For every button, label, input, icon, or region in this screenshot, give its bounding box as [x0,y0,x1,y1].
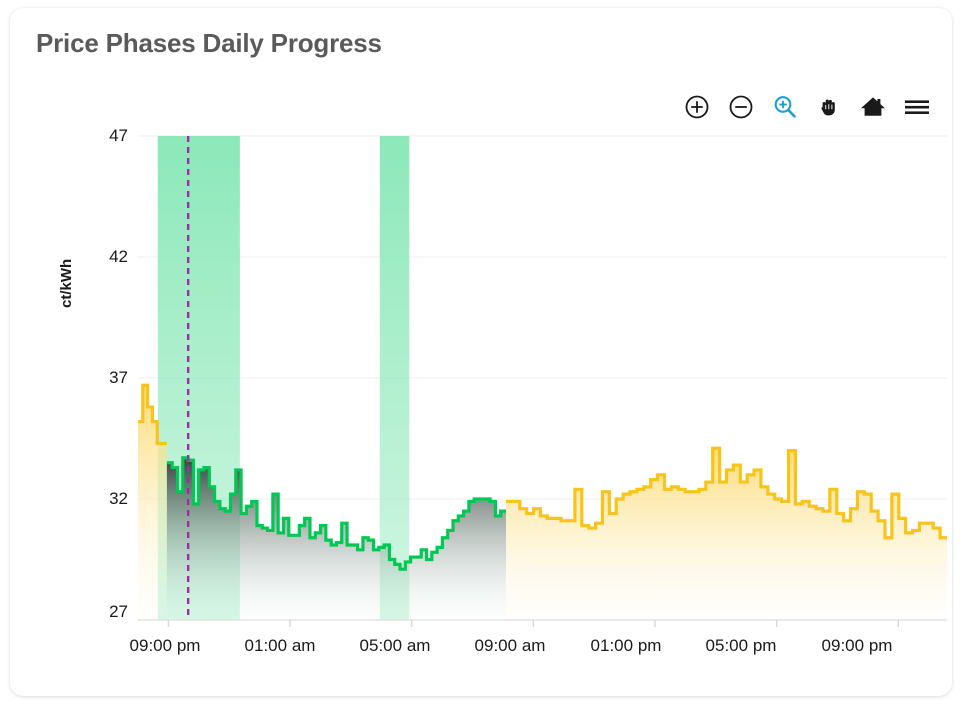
series-line-cheap [166,456,506,571]
y-tick-label: 42 [109,247,128,266]
pan-icon[interactable] [814,92,844,122]
x-tick-label: 09:00 pm [129,636,201,655]
series-line-normal-past [138,383,167,445]
y-axis-title: ct/kWh [58,258,75,308]
chart-card: Price Phases Daily Progress [10,8,952,696]
x-tick-label: 05:00 am [359,636,431,655]
y-tick-label: 32 [109,489,128,508]
zoom-in-icon[interactable] [682,92,712,122]
highlight-band [157,136,240,620]
x-tick-label: 09:00 pm [821,636,893,655]
y-tick-label: 37 [109,368,128,387]
home-icon[interactable] [858,92,888,122]
x-tick-label: 05:00 pm [705,636,777,655]
y-tick-label: 47 [109,126,128,145]
page-title: Price Phases Daily Progress [36,28,382,58]
series-line-normal-future [506,446,947,540]
series-area-normal-future [506,448,947,620]
series-area-normal-past [138,385,167,620]
menu-icon[interactable] [902,92,932,122]
y-tick-label: 27 [109,602,128,621]
x-tick-label: 09:00 am [474,636,546,655]
highlight-band [379,136,410,620]
zoom-out-icon[interactable] [726,92,756,122]
x-tick-label: 01:00 am [244,636,316,655]
y-axis-ticks: 47 42 37 32 27 [88,8,128,696]
series-area-cheap [166,457,506,620]
x-tick-label: 01:00 pm [590,636,662,655]
zoom-selection-icon[interactable] [770,92,800,122]
chart-toolbar[interactable] [682,90,932,124]
